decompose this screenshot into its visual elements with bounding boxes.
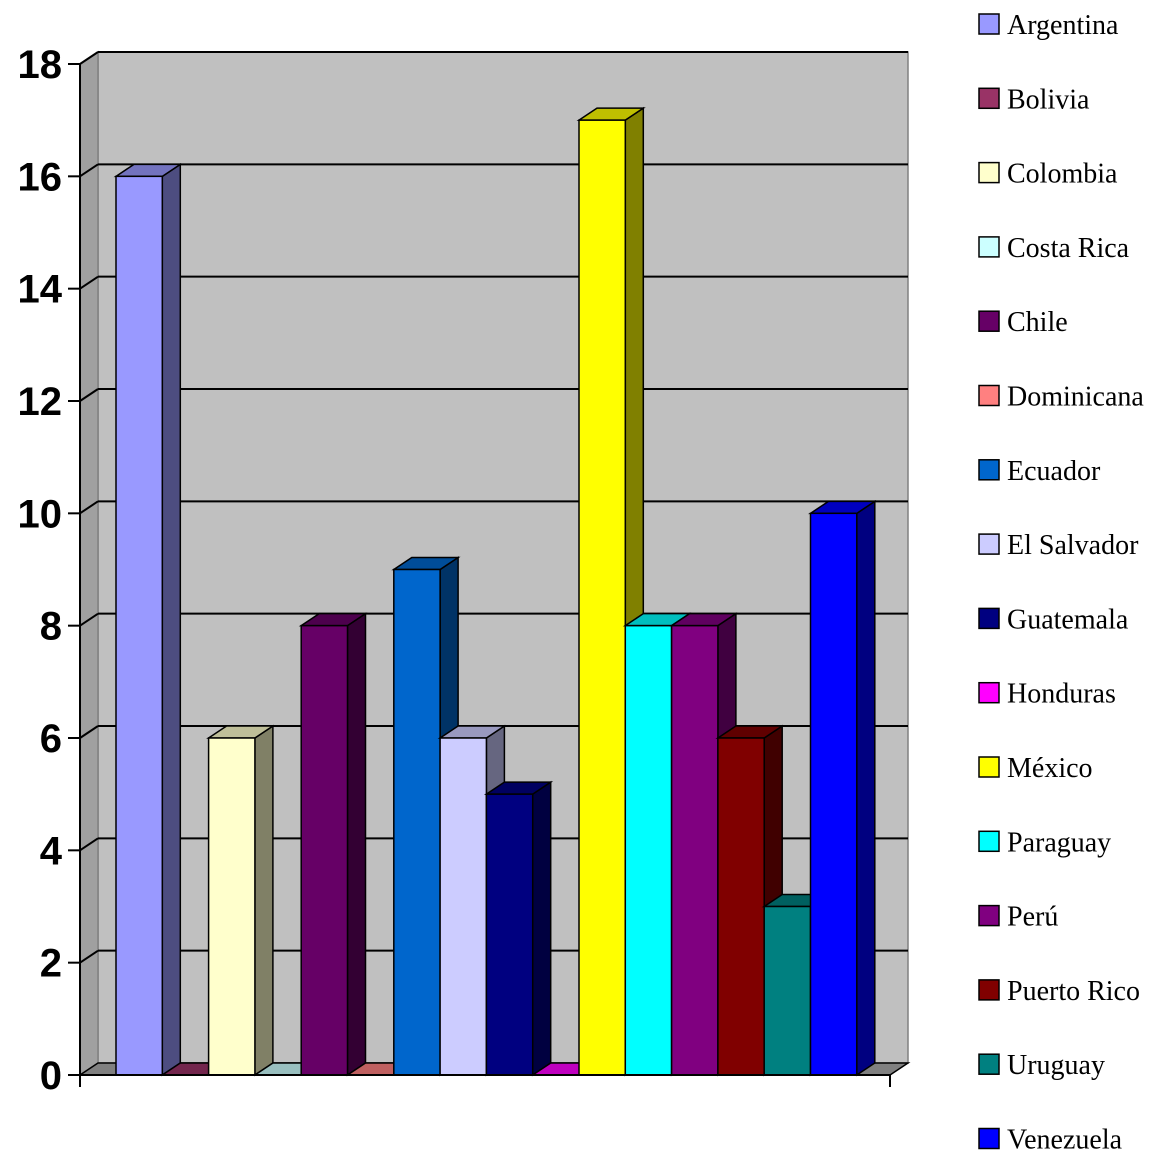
legend-item: Colombia: [978, 159, 1118, 190]
legend-item: Uruguay: [978, 1050, 1105, 1081]
legend-swatch: [978, 1127, 1000, 1150]
legend-swatch: [978, 607, 1000, 630]
legend-label: Argentina: [1007, 10, 1119, 41]
gridline-side: [79, 500, 99, 515]
legend-item: Paraguay: [978, 827, 1111, 858]
y-tick-label: 0: [40, 1054, 62, 1098]
legend-item: Argentina: [978, 10, 1119, 41]
y-tick-label: 8: [40, 605, 62, 649]
bar-venezuela: [808, 499, 878, 1077]
legend-label: Guatemala: [1007, 604, 1129, 635]
legend-swatch: [978, 459, 1000, 481]
gridline-side: [79, 949, 99, 964]
legend-swatch: [978, 533, 1000, 555]
legend-swatch: [978, 830, 1000, 853]
legend-label: Colombia: [1007, 159, 1118, 190]
legend-item: Puerto Rico: [978, 976, 1140, 1007]
legend: Argentina Bolivia Colombia Costa Rica Chile D…: [978, 10, 1144, 1156]
bar-chile: [298, 612, 368, 1077]
legend-label: Honduras: [1007, 679, 1116, 710]
legend-swatch: [978, 979, 1000, 1001]
y-tick-label: 6: [40, 717, 62, 761]
gridline-side: [79, 725, 99, 739]
legend-swatch: [978, 87, 1000, 110]
gridline-side: [79, 275, 99, 290]
legend-swatch: [978, 756, 1000, 778]
bar-argentina: [113, 162, 183, 1077]
y-tick-label: 18: [18, 43, 63, 87]
legend-item: Perú: [978, 902, 1058, 933]
legend-item: Chile: [978, 307, 1068, 338]
axes: [79, 64, 891, 1087]
legend-item: Guatemala: [978, 604, 1129, 635]
gridline-side: [79, 388, 99, 402]
legend-label: Ecuador: [1007, 456, 1101, 487]
bar-guatemala: [483, 780, 554, 1077]
gridline-side: [79, 51, 99, 65]
legend-label: Uruguay: [1007, 1050, 1105, 1081]
legend-swatch: [978, 236, 1000, 258]
legend-swatch: [978, 904, 1000, 927]
legend-label: Venezuela: [1007, 1125, 1123, 1156]
legend-label: México: [1007, 753, 1093, 784]
legend-item: Ecuador: [978, 456, 1101, 487]
bar-colombia: [206, 724, 276, 1077]
legend-item: Costa Rica: [978, 233, 1130, 264]
legend-label: Puerto Rico: [1007, 976, 1140, 1007]
legend-label: Bolivia: [1007, 84, 1090, 115]
y-tick-label: 4: [40, 829, 63, 873]
legend-item: El Salvador: [978, 530, 1139, 561]
legend-swatch: [978, 161, 1000, 184]
bars: [113, 106, 878, 1077]
legend-swatch: [978, 310, 1000, 332]
legend-label: Dominicana: [1007, 382, 1144, 413]
y-tick-label: 2: [40, 942, 62, 986]
legend-label: El Salvador: [1007, 530, 1139, 561]
legend-label: Chile: [1007, 307, 1068, 338]
y-tick-label: 10: [18, 492, 63, 536]
legend-swatch: [978, 1053, 1000, 1075]
gridline-side: [79, 163, 99, 178]
plot-wall-side: [79, 50, 99, 1077]
y-tick-label: 12: [18, 380, 63, 424]
legend-item: México: [978, 753, 1093, 784]
legend-swatch: [978, 384, 1000, 407]
legend-label: Perú: [1007, 902, 1058, 933]
legend-label: Costa Rica: [1007, 233, 1130, 264]
gridline-side: [79, 612, 99, 627]
legend-item: Honduras: [978, 679, 1116, 710]
y-tick-label: 16: [18, 155, 63, 199]
legend-item: Venezuela: [978, 1125, 1123, 1156]
gridline-side: [79, 837, 99, 852]
legend-swatch: [978, 681, 1000, 704]
legend-label: Paraguay: [1007, 827, 1111, 858]
legend-swatch: [978, 13, 1000, 35]
legend-item: Dominicana: [978, 382, 1144, 413]
y-tick-label: 14: [18, 268, 63, 312]
y-axis-ticks: 0 2 4 6 8 10 12 14 16 18: [18, 43, 80, 1098]
legend-item: Bolivia: [978, 84, 1090, 115]
